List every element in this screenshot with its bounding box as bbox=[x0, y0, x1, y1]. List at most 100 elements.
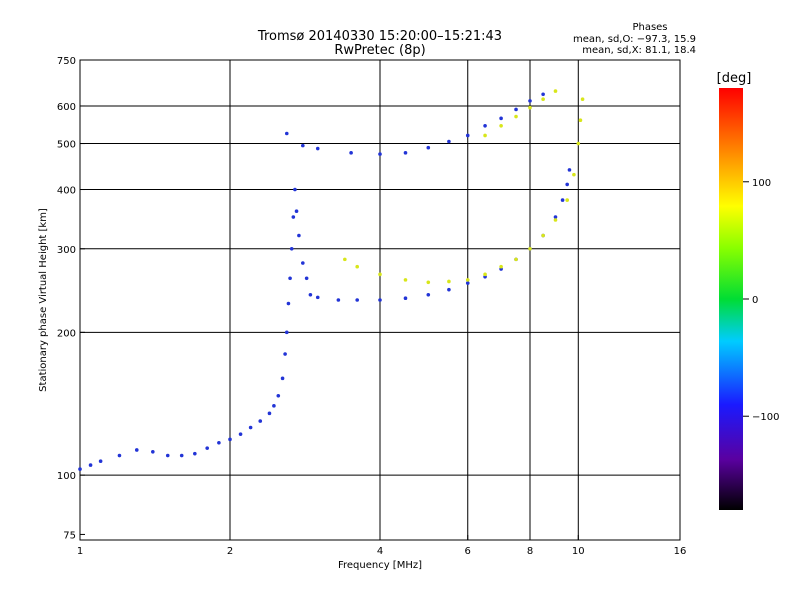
data-point bbox=[355, 264, 359, 269]
data-point bbox=[301, 143, 305, 148]
x-tick-label: 2 bbox=[227, 546, 233, 557]
data-point bbox=[514, 114, 518, 119]
data-point bbox=[193, 451, 197, 456]
colorbar-tick-label: 100 bbox=[752, 178, 771, 189]
data-point bbox=[378, 272, 382, 277]
y-tick-label: 500 bbox=[57, 140, 76, 151]
stats-heading: Phases bbox=[632, 22, 667, 33]
y-tick-label: 600 bbox=[57, 102, 76, 113]
data-point bbox=[447, 279, 451, 284]
data-point bbox=[565, 198, 569, 202]
data-point bbox=[426, 292, 431, 297]
x-tick-label: 16 bbox=[674, 546, 687, 557]
data-point bbox=[134, 448, 139, 452]
data-point bbox=[426, 145, 431, 150]
data-point bbox=[528, 99, 532, 103]
data-point bbox=[293, 187, 297, 192]
data-point bbox=[308, 292, 313, 297]
x-tick-label: 10 bbox=[572, 546, 585, 557]
x-axis-label: Frequency [MHz] bbox=[338, 560, 422, 571]
data-point bbox=[349, 151, 353, 155]
y-tick-label: 750 bbox=[57, 56, 76, 67]
stats-x-line: mean, sd,X: 81.1, 18.4 bbox=[582, 45, 696, 56]
x-tick-label: 4 bbox=[377, 546, 383, 557]
data-point bbox=[465, 133, 470, 138]
colorbar-label: [deg] bbox=[717, 71, 752, 86]
data-point bbox=[343, 257, 347, 262]
x-tick-label: 1 bbox=[77, 546, 83, 557]
colorbar-tick-label: −100 bbox=[752, 412, 779, 423]
data-point bbox=[499, 123, 503, 128]
data-point bbox=[228, 437, 232, 442]
data-point bbox=[238, 432, 243, 436]
data-point bbox=[465, 281, 470, 285]
colorbar bbox=[719, 88, 743, 510]
data-point bbox=[283, 352, 287, 356]
data-point bbox=[267, 411, 272, 416]
data-point bbox=[580, 97, 585, 102]
data-point bbox=[378, 152, 382, 156]
y-tick-label: 200 bbox=[57, 328, 76, 339]
data-point bbox=[483, 123, 487, 128]
data-point bbox=[258, 419, 263, 423]
data-point bbox=[541, 97, 545, 102]
data-point bbox=[297, 233, 301, 238]
data-point bbox=[205, 446, 209, 450]
data-point bbox=[304, 276, 309, 281]
data-point bbox=[276, 393, 281, 398]
data-point bbox=[403, 278, 408, 282]
data-point bbox=[565, 182, 569, 187]
data-point bbox=[541, 233, 545, 238]
data-point bbox=[272, 404, 276, 408]
data-point bbox=[528, 246, 532, 251]
data-point bbox=[447, 287, 451, 292]
data-point bbox=[576, 141, 581, 146]
data-points bbox=[78, 89, 585, 471]
data-point bbox=[88, 463, 93, 467]
data-point bbox=[151, 450, 155, 454]
data-point bbox=[567, 168, 572, 172]
colorbar-ticks: 100 0 −100 bbox=[743, 178, 779, 423]
chart-subtitle: RwPretec (8p) bbox=[334, 43, 425, 58]
data-point bbox=[98, 459, 103, 464]
data-point bbox=[355, 298, 359, 302]
data-point bbox=[284, 131, 289, 136]
data-point bbox=[288, 276, 292, 281]
data-point bbox=[553, 215, 558, 219]
grid-lines bbox=[80, 60, 680, 540]
data-point bbox=[294, 209, 299, 214]
data-point bbox=[514, 257, 518, 262]
data-point bbox=[301, 261, 305, 265]
x-tick-label: 8 bbox=[527, 546, 533, 557]
data-point bbox=[553, 89, 558, 93]
data-point bbox=[499, 264, 503, 269]
data-point bbox=[514, 107, 518, 112]
data-point bbox=[315, 146, 320, 151]
data-point bbox=[541, 92, 545, 97]
data-point bbox=[165, 453, 170, 458]
data-point bbox=[403, 151, 408, 155]
data-point bbox=[572, 172, 576, 177]
data-point bbox=[426, 280, 431, 285]
data-point bbox=[447, 139, 451, 144]
data-point bbox=[217, 441, 221, 445]
data-point bbox=[528, 105, 532, 110]
data-point bbox=[483, 133, 487, 138]
chart-title: Tromsø 20140330 15:20:00–15:21:43 bbox=[257, 29, 502, 44]
data-point bbox=[315, 295, 320, 300]
y-axis-ticks: 75 100 200 300 400 500 600 750 bbox=[57, 56, 85, 541]
x-tick-label: 6 bbox=[465, 546, 471, 557]
data-point bbox=[289, 246, 294, 251]
y-tick-label: 300 bbox=[57, 245, 76, 256]
stats-o-line: mean, sd,O: −97.3, 15.9 bbox=[573, 34, 696, 45]
data-point bbox=[280, 376, 285, 381]
y-tick-label: 100 bbox=[57, 471, 76, 482]
data-point bbox=[78, 467, 82, 471]
data-point bbox=[578, 118, 583, 122]
data-point bbox=[284, 330, 289, 335]
data-point bbox=[378, 298, 382, 302]
y-tick-label: 400 bbox=[57, 186, 76, 197]
y-axis-label: Stationary phase Virtual Height [km] bbox=[38, 208, 49, 392]
data-point bbox=[291, 215, 296, 219]
